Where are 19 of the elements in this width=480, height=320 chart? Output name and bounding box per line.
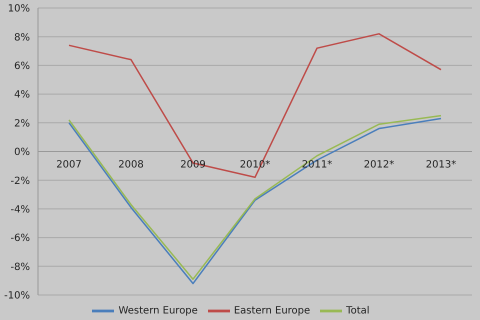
- x-tick-label: 2008: [118, 160, 144, 170]
- x-tick-label: 2009: [180, 160, 206, 170]
- x-tick-label: 2013*: [426, 160, 456, 170]
- y-tick-label: 8%: [14, 32, 30, 44]
- legend-label: Total: [346, 306, 370, 317]
- y-tick-label: -4%: [10, 204, 30, 216]
- x-tick-label: 2007: [56, 160, 82, 170]
- y-tick-label: 0%: [14, 147, 30, 158]
- y-tick-label: 6%: [14, 60, 30, 72]
- legend-label: Eastern Europe: [234, 306, 310, 317]
- y-tick-label: -8%: [10, 262, 30, 273]
- y-tick-label: 10%: [8, 4, 30, 15]
- y-tick-label: -10%: [4, 290, 30, 302]
- x-tick-label: 2012*: [364, 160, 394, 170]
- y-tick-label: -2%: [10, 176, 30, 187]
- y-tick-label: -6%: [10, 233, 30, 244]
- y-tick-label: 2%: [14, 118, 30, 130]
- legend-label: Western Europe: [118, 306, 198, 317]
- y-tick-label: 4%: [14, 90, 30, 101]
